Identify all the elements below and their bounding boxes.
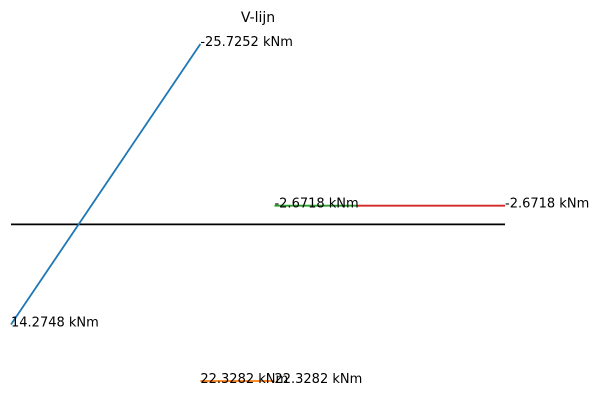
data-label-2: -25.7252 kNm bbox=[200, 35, 293, 50]
data-label-1: 14.2748 kNm bbox=[11, 316, 99, 331]
data-label-4: 22.3282 kNm bbox=[274, 372, 362, 387]
data-label-6: -2.6718 kNm bbox=[505, 197, 589, 212]
chart-title: V-lijn bbox=[241, 10, 275, 26]
data-label-3: 22.3282 kNm bbox=[200, 372, 288, 387]
series-line-1 bbox=[10, 43, 202, 326]
data-label-5: -2.6718 kNm bbox=[274, 197, 358, 212]
plot-area: 14.2748 kNm -25.7252 kNm 22.3282 kNm22.328… bbox=[10, 35, 589, 387]
